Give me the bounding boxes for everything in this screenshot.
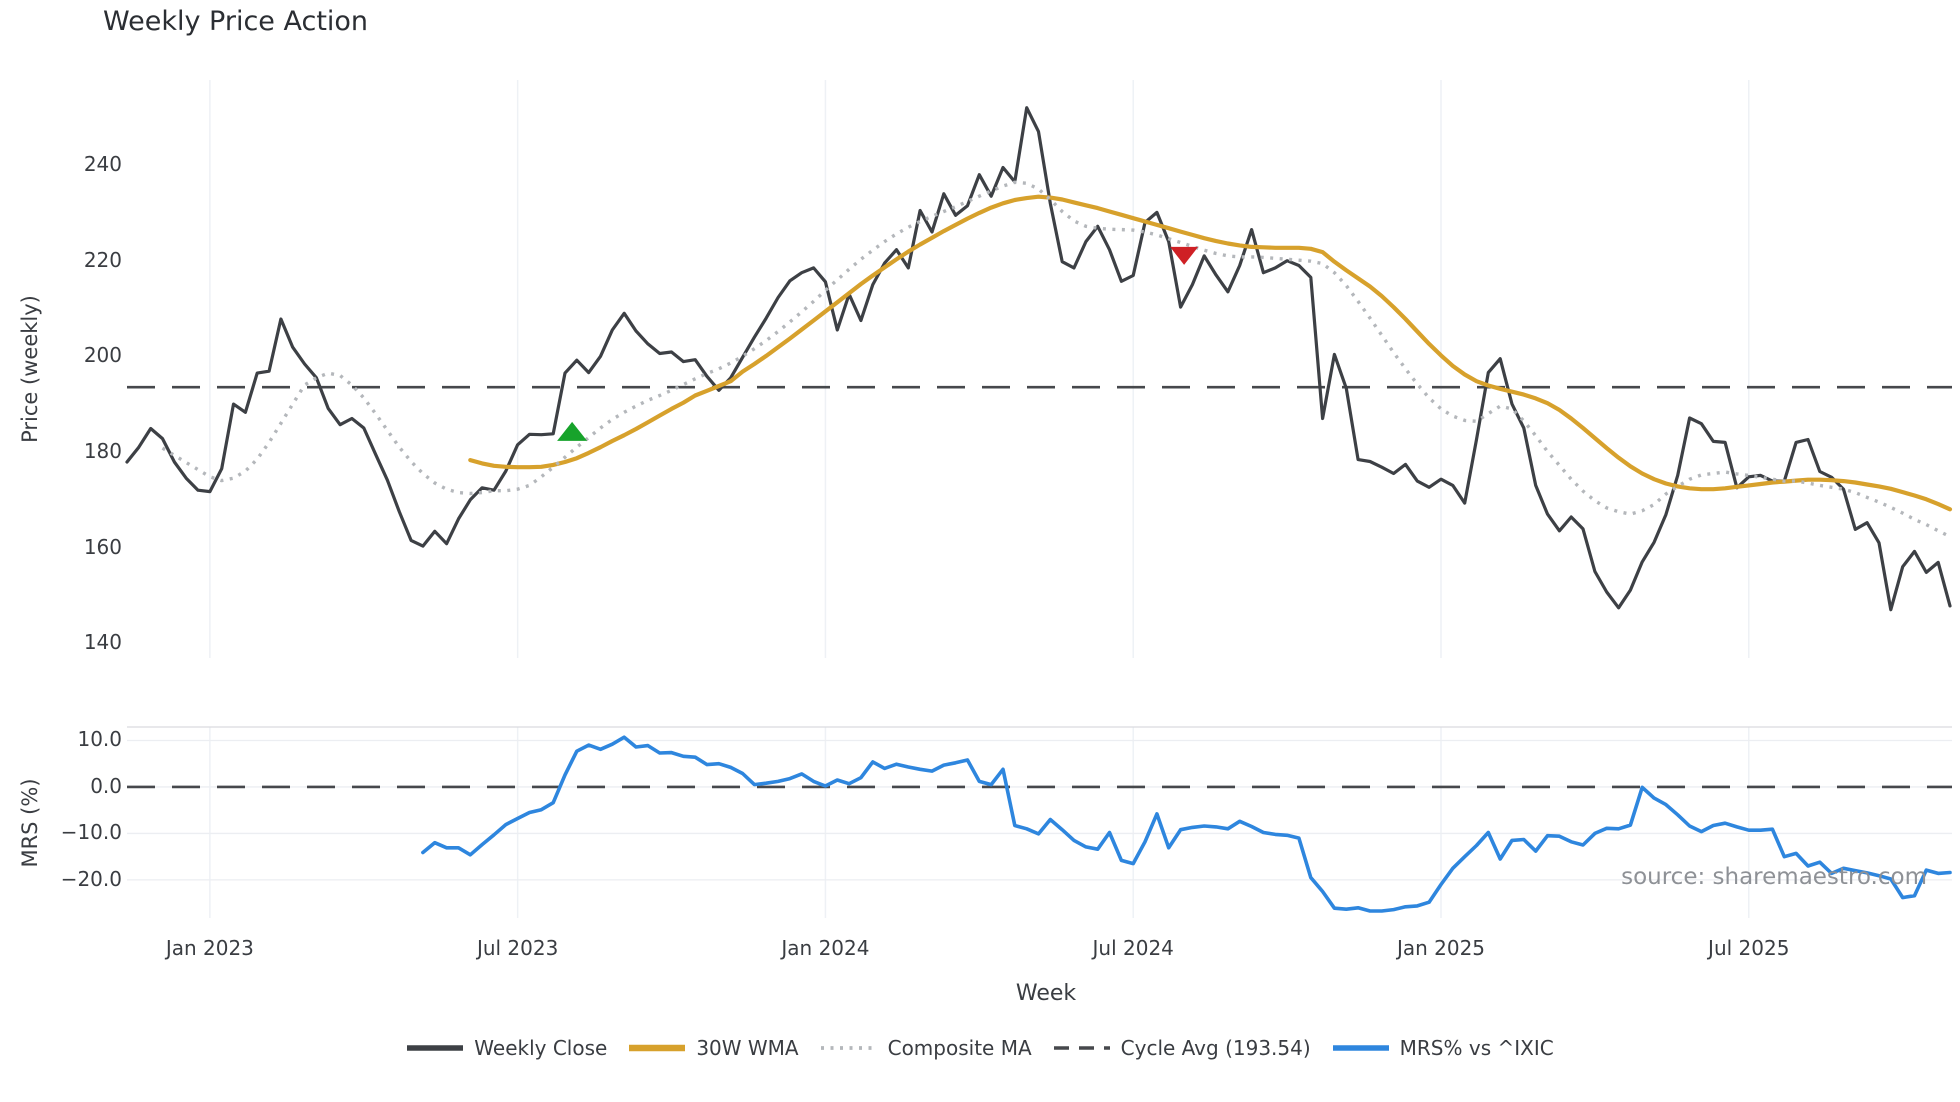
x-tick-label: Jul 2025 [1708, 936, 1790, 960]
legend-swatch-icon [820, 1046, 877, 1050]
mrs-ytick-label: −10.0 [60, 820, 122, 845]
price-ytick-label: 220 [83, 247, 122, 272]
x-tick-label: Jan 2025 [1396, 936, 1486, 960]
x-axis-label: Week [1015, 981, 1077, 1006]
legend-label: Composite MA [887, 1036, 1032, 1060]
legend-item-30w-wma: 30W WMA [628, 1036, 799, 1060]
mrs-line [421, 735, 1952, 913]
mrs-ytick-label: 10.0 [77, 727, 122, 752]
weekly-close-line [125, 106, 1952, 612]
price-ytick-label: 200 [83, 343, 122, 368]
sell-signal-marker-icon [1170, 246, 1199, 265]
legend: Weekly Close 30W WMA Composite MA Cycle Avg… [0, 1036, 1960, 1060]
legend-item-composite-ma: Composite MA [820, 1036, 1032, 1060]
legend-swatch-icon [1332, 1045, 1389, 1051]
price-ytick-label: 180 [83, 438, 122, 463]
price-ytick-label: 240 [83, 152, 122, 177]
x-tick-label: Jul 2023 [476, 936, 559, 960]
legend-item-weekly-close: Weekly Close [406, 1036, 607, 1060]
x-tick-label: Jul 2024 [1092, 936, 1174, 960]
legend-label: 30W WMA [696, 1036, 799, 1060]
wma30-line [468, 194, 1953, 512]
legend-label: MRS% vs ^IXIC [1399, 1036, 1554, 1060]
x-tick-label: Jan 2023 [165, 936, 254, 960]
legend-swatch-icon [1053, 1046, 1110, 1050]
mrs-ytick-label: 0.0 [90, 773, 122, 798]
price-ytick-label: 160 [83, 534, 122, 559]
composite-ma-line [161, 180, 1951, 539]
legend-label: Weekly Close [474, 1036, 608, 1060]
legend-label: Cycle Avg (193.54) [1120, 1036, 1311, 1060]
chart-title: Weekly Price Action [103, 6, 369, 37]
legend-item-cycle-avg-193-54: Cycle Avg (193.54) [1053, 1036, 1311, 1060]
buy-signal-marker-icon [557, 421, 588, 441]
legend-swatch-icon [407, 1045, 464, 1051]
legend-swatch-icon [629, 1044, 686, 1052]
legend-item-mrs-vs-ixic: MRS% vs ^IXIC [1332, 1036, 1554, 1060]
price-ytick-label: 140 [83, 630, 122, 655]
x-tick-label: Jan 2024 [781, 936, 870, 960]
source-note: source: sharemaestro.com [1621, 864, 1927, 890]
mrs-ytick-label: −20.0 [60, 866, 122, 891]
